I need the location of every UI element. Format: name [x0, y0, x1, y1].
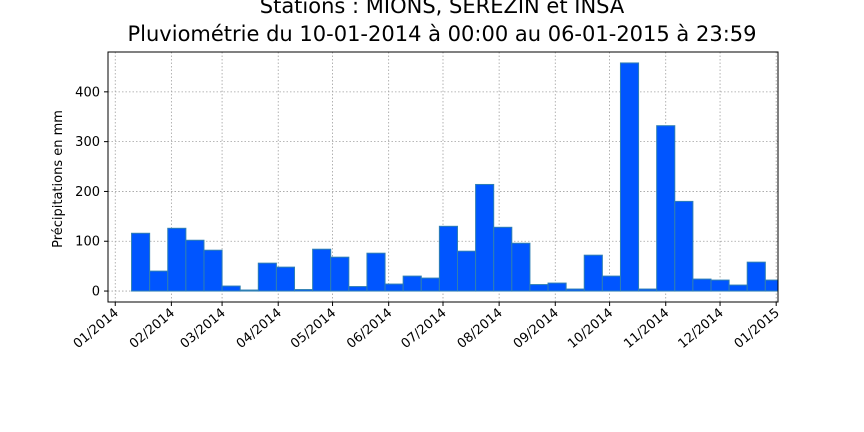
y-axis-label: Précipitations en mm: [51, 110, 66, 248]
x-tick-label: 01/2014: [71, 306, 122, 352]
bar: [529, 284, 549, 292]
bar: [384, 283, 404, 292]
bar: [294, 289, 314, 292]
bar: [312, 248, 332, 292]
x-tick-label: 08/2014: [455, 306, 506, 352]
bar: [221, 285, 241, 292]
bar: [764, 279, 779, 292]
bar: [456, 250, 477, 292]
x-tick-label: 03/2014: [178, 306, 229, 352]
bar: [493, 226, 513, 292]
bar: [638, 288, 658, 292]
y-tick-label: 100: [75, 235, 100, 250]
bar: [203, 249, 223, 292]
bar: [239, 289, 259, 292]
chart-title-line2: Pluviométrie du 10-01-2014 à 00:00 au 06…: [127, 22, 757, 46]
bar: [402, 275, 422, 292]
bar: [710, 279, 730, 292]
y-tick-label: 200: [75, 185, 100, 200]
bar: [511, 242, 531, 292]
x-tick-label: 09/2014: [511, 306, 562, 352]
bar: [131, 232, 151, 292]
x-tick-label: 04/2014: [234, 306, 285, 352]
bar: [583, 254, 603, 292]
y-tick-label: 300: [75, 135, 100, 150]
bar: [420, 277, 440, 292]
bar: [275, 266, 296, 292]
x-tick-label: 02/2014: [127, 306, 178, 352]
bar: [330, 256, 350, 292]
x-tick-label: 12/2014: [676, 306, 727, 352]
bar: [185, 239, 205, 292]
bar: [257, 262, 277, 292]
x-tick-label: 01/2015: [732, 306, 783, 352]
x-tick-label: 11/2014: [621, 306, 672, 352]
chart-title-line1: Stations : MIONS, SEREZIN et INSA: [259, 0, 625, 18]
x-tick-label: 07/2014: [399, 306, 450, 352]
x-tick-label: 10/2014: [565, 306, 616, 352]
y-tick-label: 0: [92, 285, 100, 300]
bars: [131, 62, 779, 292]
bar: [547, 282, 567, 292]
bar: [438, 225, 458, 292]
bar: [348, 286, 368, 292]
bar: [149, 270, 169, 292]
bar: [565, 288, 585, 292]
bar: [167, 227, 187, 292]
bar: [728, 284, 748, 292]
bar: [475, 183, 495, 292]
x-tick-label: 05/2014: [288, 306, 339, 352]
bar: [692, 278, 712, 292]
bar: [656, 125, 676, 292]
bar: [601, 275, 621, 292]
bar: [619, 62, 640, 292]
bar: [746, 261, 766, 292]
y-tick-label: 400: [75, 85, 100, 100]
x-tick-label: 06/2014: [344, 306, 395, 352]
bar: [674, 200, 694, 292]
bar: [366, 252, 386, 292]
